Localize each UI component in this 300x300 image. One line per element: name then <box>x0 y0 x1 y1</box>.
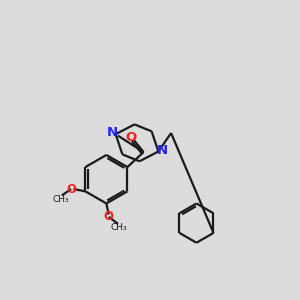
Text: O: O <box>66 182 76 196</box>
Text: CH₃: CH₃ <box>53 195 69 204</box>
Text: O: O <box>125 130 136 144</box>
Text: N: N <box>157 144 168 157</box>
Text: N: N <box>106 126 118 139</box>
Text: O: O <box>104 210 114 224</box>
Text: CH₃: CH₃ <box>111 224 128 232</box>
